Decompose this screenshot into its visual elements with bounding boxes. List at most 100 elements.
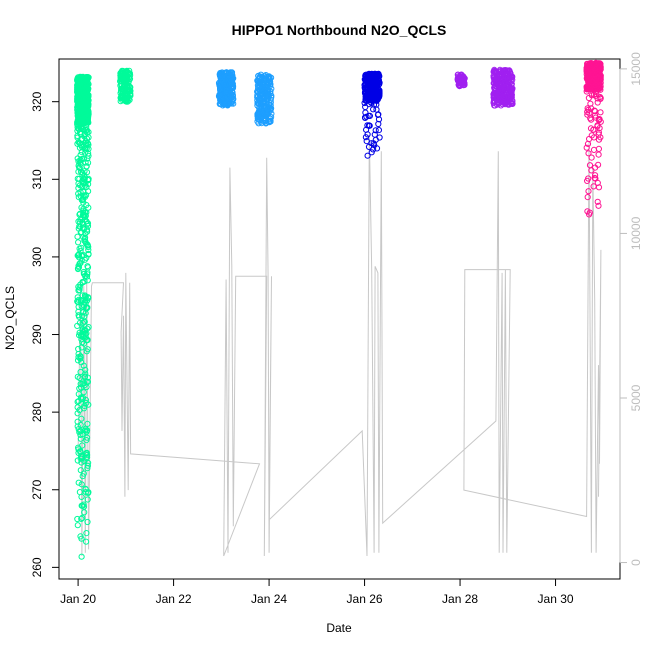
data-point xyxy=(221,81,228,88)
data-point xyxy=(77,116,84,124)
data-point xyxy=(78,415,85,422)
data-point xyxy=(124,81,131,89)
data-point xyxy=(82,149,89,156)
data-point xyxy=(587,73,594,81)
data-point xyxy=(504,75,511,82)
data-point xyxy=(80,340,88,347)
data-point xyxy=(259,85,266,92)
data-point xyxy=(374,111,382,119)
data-point xyxy=(80,86,87,93)
data-point xyxy=(499,85,506,92)
x-tick-label: Jan 20 xyxy=(60,592,96,606)
data-point xyxy=(508,85,515,92)
data-point xyxy=(82,334,89,341)
data-point xyxy=(79,319,86,327)
data-point xyxy=(78,553,85,560)
data-point xyxy=(82,127,89,134)
data-point xyxy=(83,450,90,457)
data-point xyxy=(364,74,371,81)
data-point xyxy=(81,78,88,85)
data-point xyxy=(256,86,263,93)
x-tick-label: Jan 26 xyxy=(347,592,383,606)
data-point xyxy=(374,80,381,88)
data-point xyxy=(217,73,224,80)
data-point xyxy=(79,442,86,449)
data-point xyxy=(78,143,86,151)
data-point xyxy=(84,226,91,233)
data-point xyxy=(79,100,86,107)
data-point xyxy=(373,145,381,152)
data-point xyxy=(375,120,382,128)
data-point xyxy=(78,257,85,264)
data-point xyxy=(594,198,601,205)
data-point xyxy=(76,429,83,436)
data-point xyxy=(490,68,498,75)
data-point xyxy=(80,470,87,477)
data-point xyxy=(509,100,516,107)
data-point xyxy=(229,93,236,100)
data-point xyxy=(586,162,594,169)
data-point xyxy=(583,144,590,151)
chart-title: HIPPO1 Northbound N2O_QCLS xyxy=(232,22,447,38)
data-point xyxy=(79,312,86,319)
data-point xyxy=(81,172,88,179)
data-point xyxy=(74,88,81,96)
data-point xyxy=(584,194,591,201)
altitude-trace-line xyxy=(77,134,602,557)
data-point xyxy=(223,101,231,108)
data-point xyxy=(83,348,90,355)
y-tick-label: 290 xyxy=(30,324,44,344)
data-point xyxy=(85,92,92,100)
data-point xyxy=(78,481,85,488)
data-point xyxy=(79,394,87,401)
data-point xyxy=(584,208,591,215)
data-point xyxy=(363,138,370,145)
data-point xyxy=(586,110,593,117)
data-point xyxy=(81,168,88,175)
data-point xyxy=(80,362,87,369)
data-point xyxy=(75,168,82,175)
data-point xyxy=(84,462,92,469)
data-point xyxy=(595,161,602,168)
data-point xyxy=(590,183,597,190)
data-point xyxy=(592,175,599,182)
data-point xyxy=(124,91,131,98)
data-point xyxy=(592,92,599,100)
data-point xyxy=(362,114,369,121)
data-point xyxy=(76,407,83,414)
data-point xyxy=(361,99,368,107)
data-point xyxy=(366,122,373,129)
data-point xyxy=(266,104,273,112)
data-point xyxy=(74,294,81,301)
data-point xyxy=(74,155,81,162)
x-tick-label: Jan 24 xyxy=(251,592,287,606)
data-point xyxy=(74,522,81,529)
data-point xyxy=(74,423,81,430)
data-point xyxy=(588,132,595,139)
data-point xyxy=(76,489,84,496)
data-point xyxy=(74,373,81,380)
data-point xyxy=(84,271,91,278)
data-point xyxy=(585,188,592,195)
data-point xyxy=(81,256,89,263)
data-point xyxy=(75,446,82,453)
data-point xyxy=(596,93,604,101)
data-point xyxy=(228,80,235,87)
data-point xyxy=(75,185,82,192)
data-point xyxy=(228,69,236,76)
data-point xyxy=(587,100,594,107)
data-point xyxy=(82,159,89,166)
data-point xyxy=(496,81,503,89)
data-point xyxy=(595,151,602,158)
data-point xyxy=(266,108,273,115)
data-point xyxy=(591,174,598,182)
y-tick-label: 310 xyxy=(30,169,44,189)
data-point xyxy=(506,67,513,74)
data-point xyxy=(368,149,375,156)
x-axis-label: Date xyxy=(326,621,352,635)
data-point xyxy=(268,92,275,99)
data-point xyxy=(586,86,594,93)
data-point xyxy=(75,180,82,187)
data-point xyxy=(80,155,88,162)
data-point xyxy=(125,78,132,85)
